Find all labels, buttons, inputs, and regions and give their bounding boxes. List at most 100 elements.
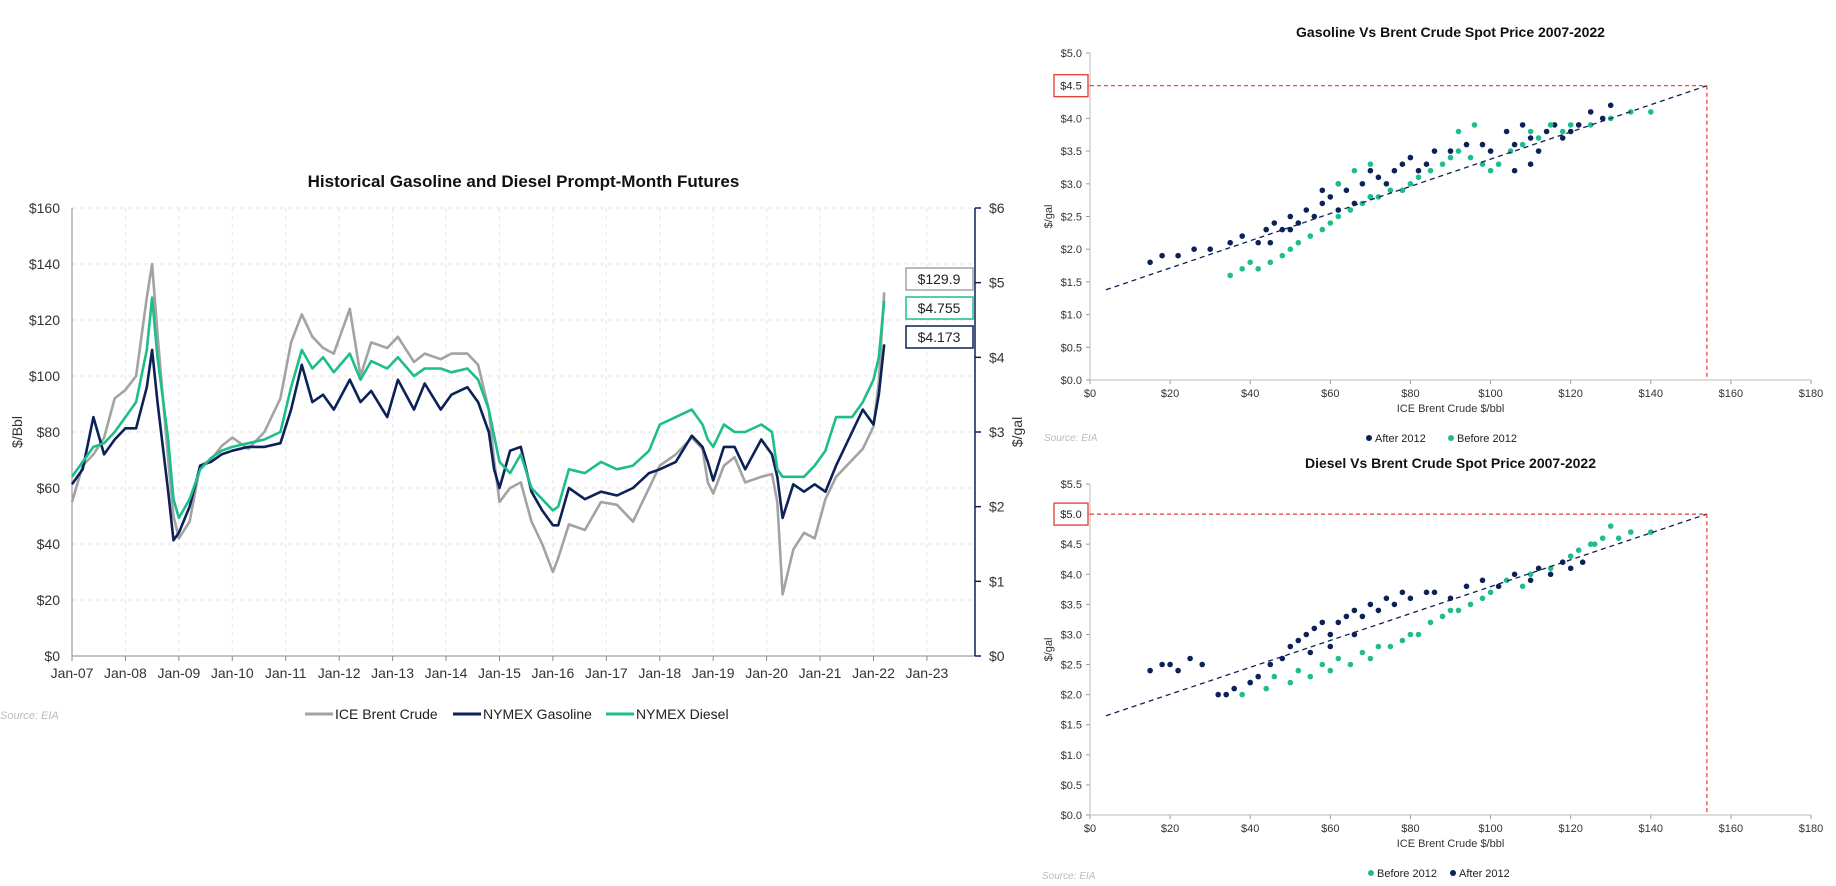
scatter-point-after-2012 — [1511, 141, 1518, 148]
y-tick: $2.5 — [1061, 660, 1082, 672]
scatter-point-before-2012 — [1239, 691, 1245, 698]
scatter-point-after-2012 — [1255, 673, 1261, 680]
y-tick-left: $120 — [29, 312, 60, 328]
scatter-point-before-2012 — [1591, 541, 1598, 547]
scatter-point-before-2012 — [1455, 607, 1462, 614]
scatter-point-after-2012 — [1295, 637, 1302, 644]
x-tick: Jan-23 — [906, 665, 949, 681]
x-tick: Jan-21 — [799, 665, 842, 681]
x-tick: $60 — [1321, 388, 1339, 400]
scatter-point-before-2012 — [1527, 571, 1534, 578]
scatter-point-after-2012 — [1287, 213, 1294, 220]
scatter-point-before-2012 — [1319, 226, 1326, 233]
scatter-point-after-2012 — [1587, 109, 1594, 115]
y-axis-label: $/gal — [1043, 638, 1055, 662]
scatter-title: Diesel Vs Brent Crude Spot Price 2007-20… — [1305, 455, 1596, 471]
scatter-point-before-2012 — [1427, 619, 1434, 626]
scatter-point-after-2012 — [1159, 252, 1165, 259]
scatter-point-before-2012 — [1247, 259, 1253, 266]
x-tick: Jan-10 — [211, 665, 254, 681]
scatter-point-after-2012 — [1147, 667, 1153, 674]
line-chart-title: Historical Gasoline and Diesel Prompt-Mo… — [308, 172, 740, 191]
legend-label: NYMEX Diesel — [636, 706, 729, 722]
x-tick: $40 — [1241, 823, 1259, 835]
scatter-point-before-2012 — [1239, 266, 1245, 272]
legend-marker — [1450, 870, 1456, 876]
scatter-point-after-2012 — [1447, 148, 1454, 154]
x-tick: $100 — [1478, 823, 1502, 835]
scatter-point-after-2012 — [1527, 161, 1534, 167]
marker-label: $4.5 — [1060, 81, 1081, 93]
scatter-point-after-2012 — [1307, 649, 1314, 656]
end-value-label: $4.173 — [918, 329, 961, 345]
x-tick: $160 — [1719, 388, 1743, 400]
scatter-point-before-2012 — [1399, 637, 1406, 644]
x-tick: $40 — [1241, 388, 1259, 400]
scatter-point-before-2012 — [1407, 181, 1414, 187]
trendline — [1105, 513, 1708, 717]
legend-marker — [1448, 435, 1454, 441]
scatter-point-after-2012 — [1271, 220, 1278, 226]
scatter-point-after-2012 — [1351, 631, 1358, 638]
scatter-point-after-2012 — [1607, 102, 1614, 109]
scatter-point-before-2012 — [1307, 673, 1314, 680]
scatter-point-after-2012 — [1391, 601, 1398, 608]
scatter-point-before-2012 — [1471, 122, 1478, 128]
scatter-point-before-2012 — [1415, 631, 1422, 638]
x-tick: $0 — [1084, 823, 1096, 835]
y-axis-label: $/gal — [1043, 205, 1055, 229]
scatter-point-before-2012 — [1467, 601, 1474, 608]
x-tick: Jan-19 — [692, 665, 735, 681]
y-tick-left: $100 — [29, 368, 60, 384]
scatter-point-before-2012 — [1335, 181, 1342, 187]
scatter-point-after-2012 — [1463, 583, 1470, 590]
scatter-point-before-2012 — [1271, 673, 1278, 680]
scatter-point-after-2012 — [1479, 141, 1486, 148]
scatter-point-after-2012 — [1187, 655, 1193, 662]
end-value-box — [905, 267, 974, 291]
marker-label: $5.0 — [1060, 509, 1081, 521]
scatter-point-after-2012 — [1147, 259, 1153, 266]
x-tick: Jan-07 — [51, 665, 94, 681]
scatter-point-before-2012 — [1519, 141, 1526, 148]
marker-box — [1053, 502, 1089, 526]
scatter-point-before-2012 — [1455, 128, 1462, 135]
scatter-point-before-2012 — [1648, 109, 1654, 115]
scatter-point-before-2012 — [1559, 128, 1566, 135]
scatter-point-after-2012 — [1519, 122, 1526, 128]
y-tick-right: $3 — [989, 424, 1005, 440]
scatter-point-after-2012 — [1239, 233, 1245, 239]
scatter-point-after-2012 — [1383, 595, 1390, 602]
x-tick: $140 — [1639, 823, 1663, 835]
scatter-point-before-2012 — [1263, 685, 1269, 692]
scatter-point-after-2012 — [1527, 135, 1534, 141]
gasoline-scatter-chart: Gasoline Vs Brent Crude Spot Price 2007-… — [1043, 24, 1823, 445]
x-tick: Jan-09 — [157, 665, 200, 681]
scatter-point-before-2012 — [1628, 109, 1634, 115]
scatter-point-after-2012 — [1159, 661, 1165, 668]
legend-marker — [1366, 435, 1372, 441]
x-tick: $20 — [1161, 823, 1179, 835]
scatter-point-after-2012 — [1167, 661, 1173, 668]
scatter-point-before-2012 — [1387, 643, 1394, 650]
scatter-point-before-2012 — [1367, 655, 1374, 662]
y-tick: $3.5 — [1061, 599, 1082, 611]
scatter-point-before-2012 — [1351, 167, 1358, 174]
x-tick: Jan-08 — [104, 665, 147, 681]
scatter-point-after-2012 — [1495, 583, 1502, 590]
x-tick: Jan-15 — [478, 665, 521, 681]
scatter-point-after-2012 — [1327, 194, 1334, 200]
scatter-point-before-2012 — [1535, 135, 1542, 141]
y-tick: $1.5 — [1061, 720, 1082, 732]
scatter-point-before-2012 — [1447, 154, 1454, 161]
series-line-ice-brent-crude — [70, 262, 886, 596]
scatter-point-after-2012 — [1215, 691, 1221, 698]
scatter-point-after-2012 — [1543, 128, 1550, 135]
y-tick: $2.0 — [1061, 690, 1082, 702]
scatter-point-after-2012 — [1407, 595, 1414, 602]
scatter-point-after-2012 — [1207, 246, 1213, 252]
x-tick: Jan-14 — [425, 665, 468, 681]
scatter-point-after-2012 — [1503, 128, 1510, 135]
legend-label: Before 2012 — [1377, 868, 1437, 880]
